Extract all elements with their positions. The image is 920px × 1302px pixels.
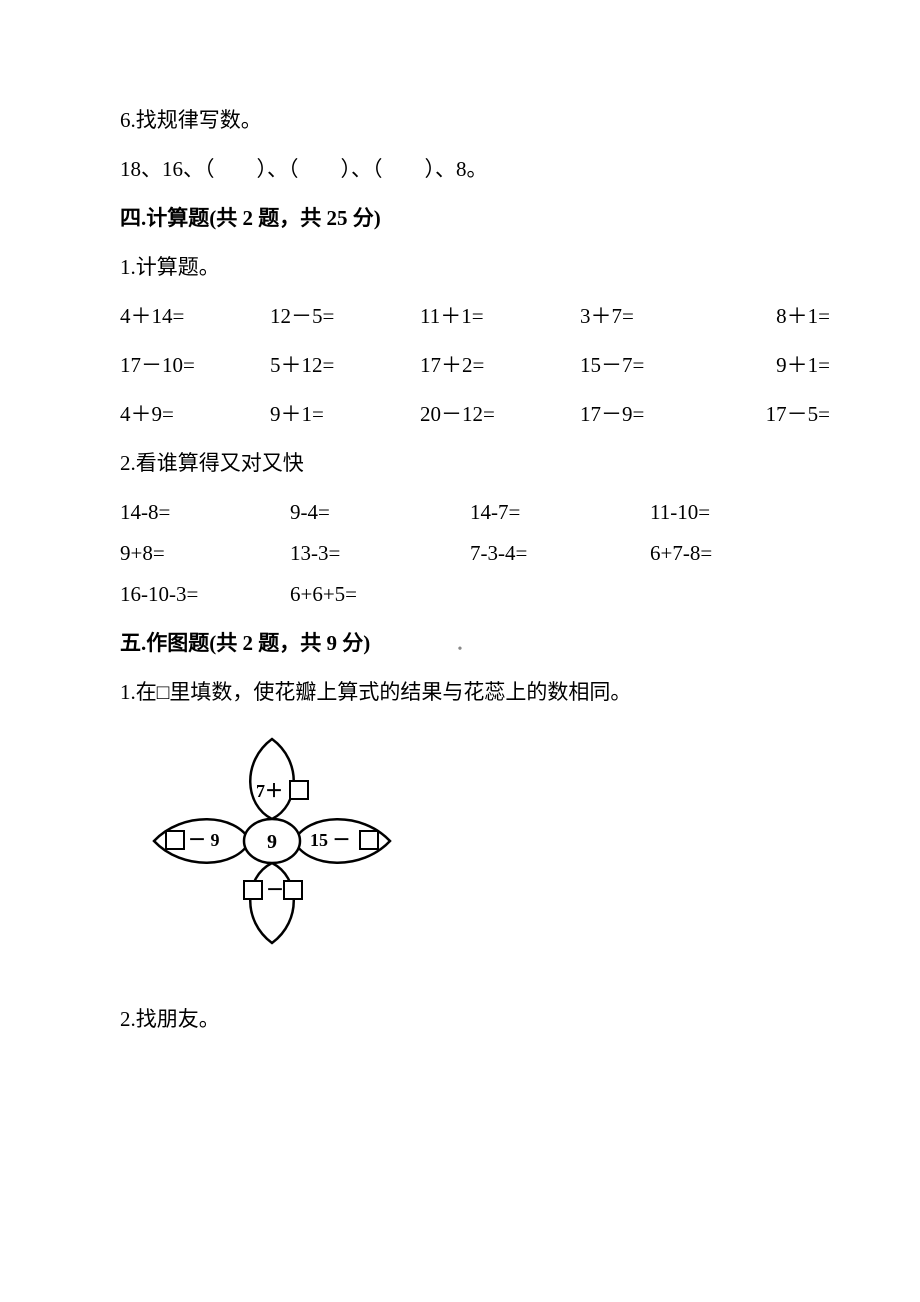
calc-cell: 15－7=	[580, 355, 730, 376]
s5-q2-label: 2.找朋友。	[120, 1009, 800, 1030]
petal-bottom	[250, 863, 294, 943]
section4-heading: 四.计算题(共 2 题，共 25 分)	[120, 208, 800, 229]
s4-q1-label: 1.计算题。	[120, 257, 800, 278]
calc-cell: 12－5=	[270, 306, 420, 327]
calc-cell: 4＋9=	[120, 404, 270, 425]
calc-cell: 6+6+5=	[290, 584, 470, 605]
calc-cell: 16-10-3=	[120, 584, 290, 605]
box-icon	[290, 781, 308, 799]
calc-cell: 17－9=	[580, 404, 730, 425]
petal-top	[250, 739, 294, 819]
calc-cell: 14-8=	[120, 502, 290, 523]
flower-top-text: 7＋	[256, 781, 283, 801]
calc-cell: 9+8=	[120, 543, 290, 564]
calc-cell: 14-7=	[470, 502, 650, 523]
s5-q1-label: 1.在□里填数，使花瓣上算式的结果与花蕊上的数相同。	[120, 682, 800, 703]
calc-cell: 9＋1=	[270, 404, 420, 425]
calc-cell: 13-3=	[290, 543, 470, 564]
calc-cell: 6+7-8=	[650, 543, 800, 564]
calc-cell: 17＋2=	[420, 355, 580, 376]
calc-cell: 17－10=	[120, 355, 270, 376]
box-icon	[360, 831, 378, 849]
calc-cell: 11-10=	[650, 502, 800, 523]
flower-left-text: － 9	[188, 830, 220, 850]
flower-bottom-sep: －	[266, 880, 284, 900]
flower-figure: 9 7＋ － 9 15 － －	[142, 731, 800, 955]
calc-cell: 7-3-4=	[470, 543, 650, 564]
box-icon	[284, 881, 302, 899]
flower-center-text: 9	[267, 831, 277, 853]
s4-q2-label: 2.看谁算得又对又快	[120, 453, 800, 474]
box-icon	[166, 831, 184, 849]
calc-row-3: 4＋9= 9＋1= 20－12= 17－9= 17－5=	[120, 404, 800, 425]
calc-cell: 4＋14=	[120, 306, 270, 327]
q6-sequence: 18、16、（ ）、（ ）、（ ）、8。	[120, 159, 800, 180]
calc-row-2: 17－10= 5＋12= 17＋2= 15－7= 9＋1=	[120, 355, 800, 376]
calc2-row-1: 14-8= 9-4= 14-7= 11-10=	[120, 502, 800, 523]
box-icon	[244, 881, 262, 899]
calc-cell: 20－12=	[420, 404, 580, 425]
calc-row-1: 4＋14= 12－5= 11＋1= 3＋7= 8＋1=	[120, 306, 800, 327]
calc2-row-3: 16-10-3= 6+6+5=	[120, 584, 800, 605]
calc-cell: 3＋7=	[580, 306, 730, 327]
calc2-row-2: 9+8= 13-3= 7-3-4= 6+7-8=	[120, 543, 800, 564]
page: 6.找规律写数。 18、16、（ ）、（ ）、（ ）、8。 四.计算题(共 2 …	[0, 0, 920, 1302]
calc-cell: 9-4=	[290, 502, 470, 523]
q6-label: 6.找规律写数。	[120, 110, 800, 131]
flower-right-text: 15 －	[310, 830, 351, 850]
calc-cell: 8＋1=	[730, 306, 830, 327]
calc-cell: 5＋12=	[270, 355, 420, 376]
calc-cell: 17－5=	[730, 404, 830, 425]
center-dot-icon: •	[458, 643, 463, 657]
calc-cell: 11＋1=	[420, 306, 580, 327]
calc-cell: 9＋1=	[730, 355, 830, 376]
